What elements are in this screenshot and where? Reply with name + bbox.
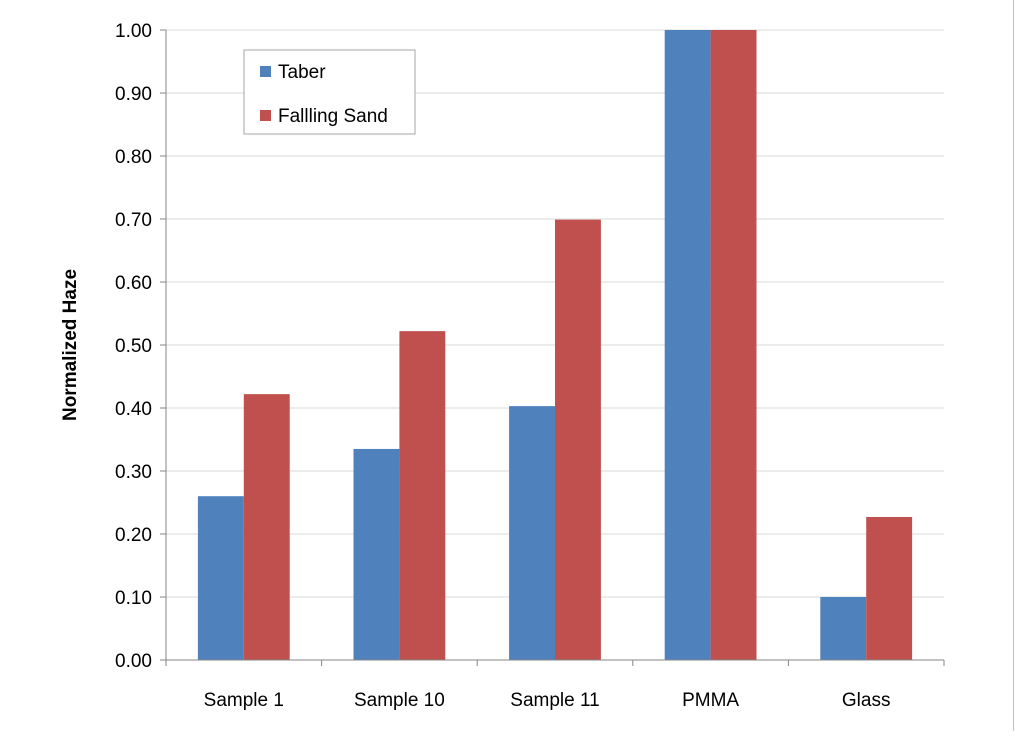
y-axis-label: Normalized Haze xyxy=(60,269,81,421)
y-tick-labels: 0.00 0.10 0.20 0.30 0.40 0.50 0.60 0.70 0.80 0.90… xyxy=(115,21,152,672)
bar-fallling-sand xyxy=(866,516,913,660)
y-tick-label: 0.10 xyxy=(115,588,152,609)
y-tick-label: 0.20 xyxy=(115,525,152,546)
bar-fallling-sand xyxy=(243,394,290,660)
x-tick-label: PMMA xyxy=(682,690,739,711)
bar-taber xyxy=(353,448,400,660)
y-tick-label: 0.50 xyxy=(115,336,152,357)
legend-swatch-fallling-sand xyxy=(260,110,271,121)
x-tick-labels: Sample 1 Sample 10 Sample 11 PMMA Glass xyxy=(204,690,891,711)
bars xyxy=(197,30,913,660)
bar-taber xyxy=(820,597,867,660)
y-tick-label: 0.40 xyxy=(115,399,152,420)
bar-fallling-sand xyxy=(555,219,601,660)
bar-taber xyxy=(509,406,555,660)
legend: Taber Fallling Sand xyxy=(243,49,416,135)
x-tick-label: Glass xyxy=(842,690,891,711)
legend-label-taber: Taber xyxy=(278,62,326,83)
axes xyxy=(160,29,945,666)
x-tick-label: Sample 1 xyxy=(204,690,284,711)
y-tick-label: 0.90 xyxy=(115,84,152,105)
bar-fallling-sand xyxy=(710,30,757,660)
legend-swatch-taber xyxy=(260,66,271,77)
y-tick-label: 0.30 xyxy=(115,462,152,483)
x-tick-label: Sample 10 xyxy=(354,690,445,711)
y-tick-label: 0.80 xyxy=(115,147,152,168)
legend-label-fallling-sand: Fallling Sand xyxy=(278,106,388,127)
legend-box xyxy=(243,49,416,135)
y-tick-label: 0.70 xyxy=(115,210,152,231)
bar-taber xyxy=(197,496,244,660)
y-tick-label: 0.00 xyxy=(115,651,152,672)
y-tick-label: 0.60 xyxy=(115,273,152,294)
y-tick-label: 1.00 xyxy=(115,21,152,42)
bar-taber xyxy=(664,30,711,660)
bar-fallling-sand xyxy=(399,331,446,660)
x-tick-label: Sample 11 xyxy=(510,690,599,711)
